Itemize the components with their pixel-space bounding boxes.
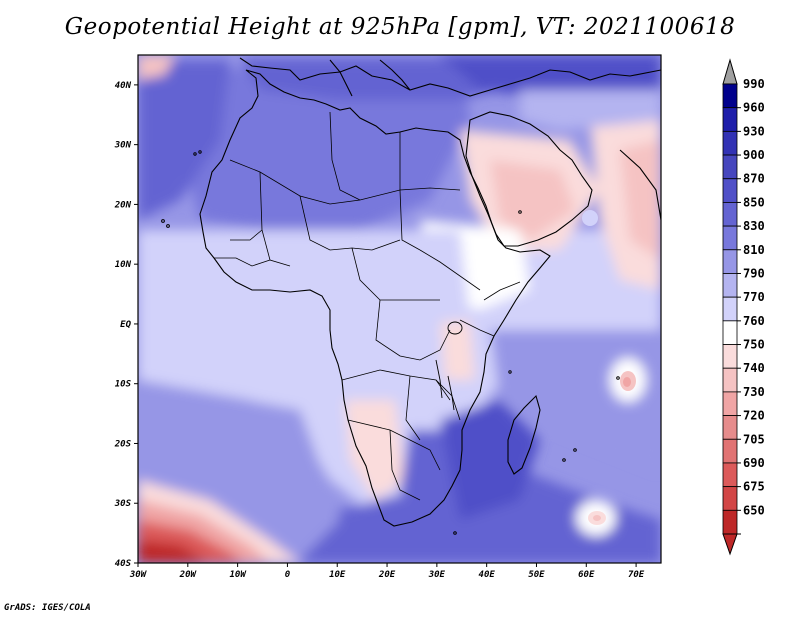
colorbar-swatch xyxy=(722,249,738,274)
colorbar-label: 720 xyxy=(743,409,765,423)
lon-tick-label: 50E xyxy=(528,570,545,580)
page-title: Geopotential Height at 925hPa [gpm], VT:… xyxy=(64,14,736,40)
colorbar-swatch xyxy=(722,202,738,227)
height-field xyxy=(138,55,661,563)
lat-tick-label: 30S xyxy=(114,499,132,509)
lon-tick-label: 30E xyxy=(428,570,446,580)
colorbar-swatch xyxy=(722,391,738,416)
country-borders xyxy=(214,111,521,501)
lat-tick-label: 10N xyxy=(115,260,132,270)
colorbar-label: 760 xyxy=(743,314,765,328)
lon-tick-label: 70E xyxy=(628,570,645,580)
colorbar-swatch xyxy=(722,438,738,464)
lat-tick-label: 40N xyxy=(115,81,132,91)
colorbar-swatch xyxy=(722,107,738,132)
latitude-axis: 40N 30N 20N 10N EQ 10S 20S 30S 40S xyxy=(114,81,138,569)
lat-tick-label: EQ xyxy=(120,320,131,330)
longitude-axis: 30W 20W 10W 0 10E 20E 30E 40E 50E 60E 70E xyxy=(129,563,645,580)
colorbar-label: 650 xyxy=(743,503,765,517)
lon-tick-label: 10E xyxy=(329,570,346,580)
colorbar-label: 990 xyxy=(743,77,765,91)
colorbar-swatch xyxy=(722,225,738,251)
colorbar-swatch xyxy=(722,296,738,322)
colorbar-swatch xyxy=(722,130,738,156)
lat-tick-label: 20S xyxy=(114,439,132,449)
colorbar-swatch xyxy=(722,462,738,488)
colorbar-swatch xyxy=(722,83,738,109)
lat-tick-label: 20N xyxy=(114,200,132,210)
colorbar-under-arrow xyxy=(722,533,738,556)
lon-tick-label: 20W xyxy=(179,570,198,580)
colorbar-swatch xyxy=(722,415,738,440)
colorbar-label: 675 xyxy=(743,480,765,494)
colorbar-label: 930 xyxy=(743,124,765,138)
colorbar-label: 830 xyxy=(743,219,765,233)
credit-text: GrADS: IGES/COLA xyxy=(4,603,91,613)
colorbar-over-arrow xyxy=(722,58,738,85)
lon-tick-label: 60E xyxy=(578,570,595,580)
colorbar-label: 740 xyxy=(743,361,765,375)
colorbar-swatch xyxy=(722,344,738,369)
colorbar-label: 810 xyxy=(743,243,765,257)
lat-tick-label: 30N xyxy=(114,141,132,151)
colorbar-label: 870 xyxy=(743,172,765,186)
lon-tick-label: 0 xyxy=(285,570,291,580)
colorbar-swatch xyxy=(722,367,738,393)
colorbar-swatch xyxy=(722,178,738,203)
colorbar-label: 690 xyxy=(743,456,765,470)
colorbar-label: 960 xyxy=(743,101,765,115)
lon-tick-label: 10W xyxy=(229,570,247,580)
colorbar-label: 850 xyxy=(743,195,765,209)
colorbar-swatch xyxy=(722,320,738,345)
colorbar-label: 705 xyxy=(743,432,765,446)
colorbar-swatch xyxy=(722,486,738,511)
lon-tick-label: 20E xyxy=(378,570,396,580)
lat-tick-label: 40S xyxy=(115,559,132,569)
map-frame xyxy=(137,54,662,564)
lon-tick-label: 40E xyxy=(479,570,496,580)
lon-tick-label: 30W xyxy=(129,570,148,580)
colorbar-label: 750 xyxy=(743,338,765,352)
colorbar-label: 730 xyxy=(743,385,765,399)
lat-tick-label: 10S xyxy=(115,380,132,390)
coastlines xyxy=(199,57,661,527)
colorbar-label: 790 xyxy=(743,266,765,280)
colorbar: 990 960 930 900 870 850 830 810 790 770 760 750 740 7… xyxy=(722,58,765,556)
colorbar-label: 770 xyxy=(743,290,765,304)
colorbar-label: 900 xyxy=(743,148,765,162)
colorbar-swatch xyxy=(722,273,738,298)
colorbar-swatch xyxy=(722,154,738,180)
colorbar-swatch xyxy=(722,509,738,535)
